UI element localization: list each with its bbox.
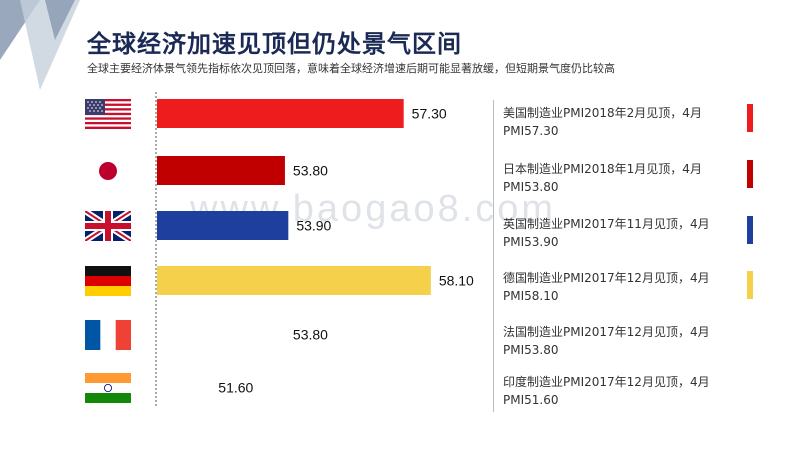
note-germany-line2: PMI58.10 — [503, 289, 559, 303]
note-india: 印度制造业PMI2017年12月见顶，4月 PMI51.60 — [503, 373, 733, 409]
marker-us — [747, 104, 753, 132]
bar-uk — [157, 211, 289, 240]
note-us-line2: PMI57.30 — [503, 124, 559, 138]
marker-germany — [747, 271, 753, 299]
marker-japan — [747, 160, 753, 188]
note-uk-line1: 英国制造业PMI2017年11月见顶，4月 — [503, 217, 710, 231]
note-germany-line1: 德国制造业PMI2017年12月见顶，4月 — [503, 271, 710, 285]
note-india-line1: 印度制造业PMI2017年12月见顶，4月 — [503, 375, 710, 389]
note-japan-line1: 日本制造业PMI2018年1月见顶，4月 — [503, 162, 702, 176]
value-label-germany: 58.10 — [439, 273, 474, 289]
bar-japan — [157, 156, 285, 185]
value-label-india: 51.60 — [218, 380, 253, 396]
note-japan: 日本制造业PMI2018年1月见顶，4月 PMI53.80 — [503, 160, 733, 196]
france-flag-icon — [85, 320, 131, 350]
page-subtitle: 全球主要经济体景气领先指标依次见顶回落，意味着全球经济增速后期可能显著放缓，但短… — [87, 62, 615, 75]
note-france-line2: PMI53.80 — [503, 343, 559, 357]
note-india-line2: PMI51.60 — [503, 393, 559, 407]
us-flag-icon — [85, 99, 131, 129]
bar-us — [157, 99, 404, 128]
value-label-us: 57.30 — [412, 106, 447, 122]
marker-uk — [747, 216, 753, 244]
note-france: 法国制造业PMI2017年12月见顶，4月 PMI53.80 — [503, 323, 733, 359]
uk-flag-icon — [85, 211, 131, 241]
value-label-france: 53.80 — [293, 327, 328, 343]
note-us-line1: 美国制造业PMI2018年2月见顶，4月 — [503, 106, 702, 120]
india-flag-icon — [85, 373, 131, 403]
note-japan-line2: PMI53.80 — [503, 180, 559, 194]
note-uk: 英国制造业PMI2017年11月见顶，4月 PMI53.90 — [503, 215, 733, 251]
note-us: 美国制造业PMI2018年2月见顶，4月 PMI57.30 — [503, 104, 733, 140]
value-label-uk: 53.90 — [296, 218, 331, 234]
japan-flag-icon — [85, 156, 131, 186]
page-title: 全球经济加速见顶但仍处景气区间 — [87, 30, 462, 58]
bar-germany — [157, 266, 431, 295]
note-france-line1: 法国制造业PMI2017年12月见顶，4月 — [503, 325, 710, 339]
note-uk-line2: PMI53.90 — [503, 235, 559, 249]
corner-decoration — [0, 0, 80, 90]
note-germany: 德国制造业PMI2017年12月见顶，4月 PMI58.10 — [503, 269, 733, 305]
value-label-japan: 53.80 — [293, 163, 328, 179]
notes-divider — [493, 100, 494, 412]
germany-flag-icon — [85, 266, 131, 296]
